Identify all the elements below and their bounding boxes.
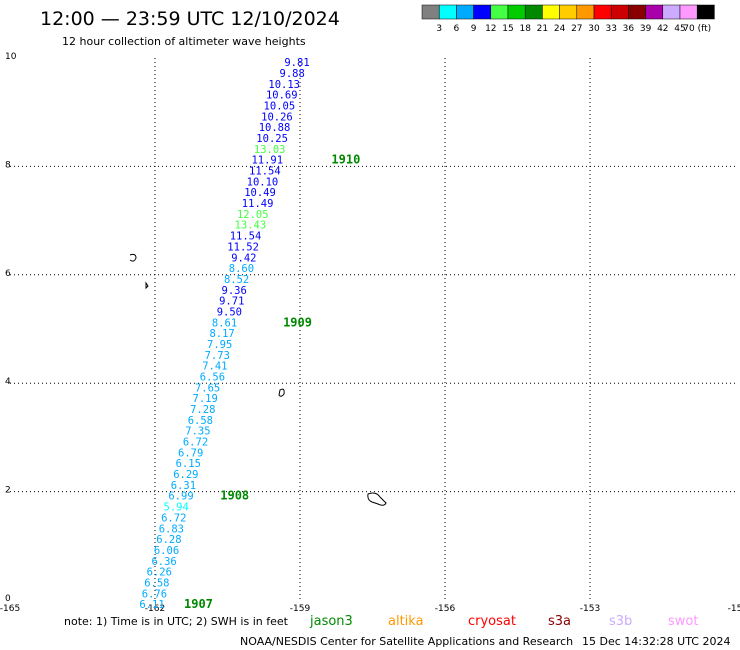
legend-swatch	[611, 5, 628, 19]
island-shape	[279, 389, 284, 396]
island-shape	[368, 493, 386, 505]
legend-swatch	[456, 5, 473, 19]
satellite-name: s3a	[548, 614, 571, 629]
legend-swatch	[560, 5, 577, 19]
footer-timestamp: 15 Dec 14:32:28 UTC 2024	[582, 635, 730, 648]
satellite-legend: jason3 altika cryosat s3a s3b swot	[309, 614, 698, 629]
time-label: 1907	[184, 597, 213, 611]
legend-swatch	[491, 5, 508, 19]
legend-swatch	[646, 5, 663, 19]
y-tick-label: 4	[5, 377, 11, 387]
satellite-name: jason3	[309, 614, 353, 629]
legend-label: 70 (ft)	[683, 24, 711, 34]
time-label: 1910	[331, 153, 360, 167]
island-shape	[130, 254, 136, 261]
legend-swatch	[542, 5, 559, 19]
x-tick-label: -15	[728, 604, 740, 614]
legend-swatch	[628, 5, 645, 19]
page-title: 12:00 — 23:59 UTC 12/10/2024	[40, 8, 340, 30]
legend-swatch	[474, 5, 491, 19]
time-label: 1909	[283, 315, 312, 329]
legend-swatch	[525, 5, 542, 19]
legend-swatch	[697, 5, 714, 19]
legend-label: 27	[571, 24, 582, 34]
legend-label: 6	[454, 24, 460, 34]
legend-label: 3	[436, 24, 442, 34]
legend-label: 12	[485, 24, 496, 34]
footer: note: 1) Time is in UTC; 2) SWH is in fe…	[64, 614, 730, 648]
x-tick-label: -153	[580, 604, 600, 614]
legend-label: 30	[588, 24, 600, 34]
x-tick-label: -159	[290, 604, 311, 614]
swh-value-label: 6.11	[139, 599, 164, 611]
footer-credit: NOAA/NESDIS Center for Satellite Applica…	[240, 635, 573, 648]
x-tick-label: -156	[435, 604, 456, 614]
legend-label: 42	[657, 24, 668, 34]
land-outlines	[130, 254, 386, 505]
y-tick-label: 0	[5, 594, 11, 604]
legend-swatch	[508, 5, 525, 19]
x-tick-label: -165	[0, 604, 20, 614]
legend-label: 21	[537, 24, 548, 34]
y-tick-label: 6	[5, 269, 11, 279]
legend-swatch	[680, 5, 697, 19]
satellite-name: altika	[388, 614, 424, 629]
legend-label: 18	[519, 24, 531, 34]
legend-label: 15	[502, 24, 513, 34]
data-points: 9.819.8810.1310.6910.0510.2610.8810.2513…	[139, 57, 309, 611]
legend-swatch	[577, 5, 594, 19]
y-tick-label: 10	[5, 52, 17, 62]
satellite-name: swot	[668, 614, 698, 629]
satellite-name: cryosat	[468, 614, 516, 629]
chart-axes: -165 -162 -159 -156 -153 -15 0 2 4 6 8 10	[0, 52, 740, 614]
time-label: 1908	[220, 489, 249, 503]
legend-label: 33	[605, 24, 616, 34]
page-subtitle: 12 hour collection of altimeter wave hei…	[62, 35, 306, 48]
island-shape	[146, 283, 148, 288]
legend-swatch	[439, 5, 456, 19]
legend-label: 39	[640, 24, 652, 34]
footer-note: note: 1) Time is in UTC; 2) SWH is in fe…	[64, 615, 289, 628]
y-tick-label: 2	[5, 486, 11, 496]
legend-label: 24	[554, 24, 566, 34]
legend-label: 36	[623, 24, 635, 34]
chart-grid	[10, 58, 735, 600]
legend-label: 9	[471, 24, 477, 34]
legend-swatch	[594, 5, 611, 19]
legend-swatch	[422, 5, 439, 19]
y-tick-label: 8	[5, 160, 11, 170]
satellite-name: s3b	[609, 614, 632, 629]
legend-swatch	[663, 5, 680, 19]
